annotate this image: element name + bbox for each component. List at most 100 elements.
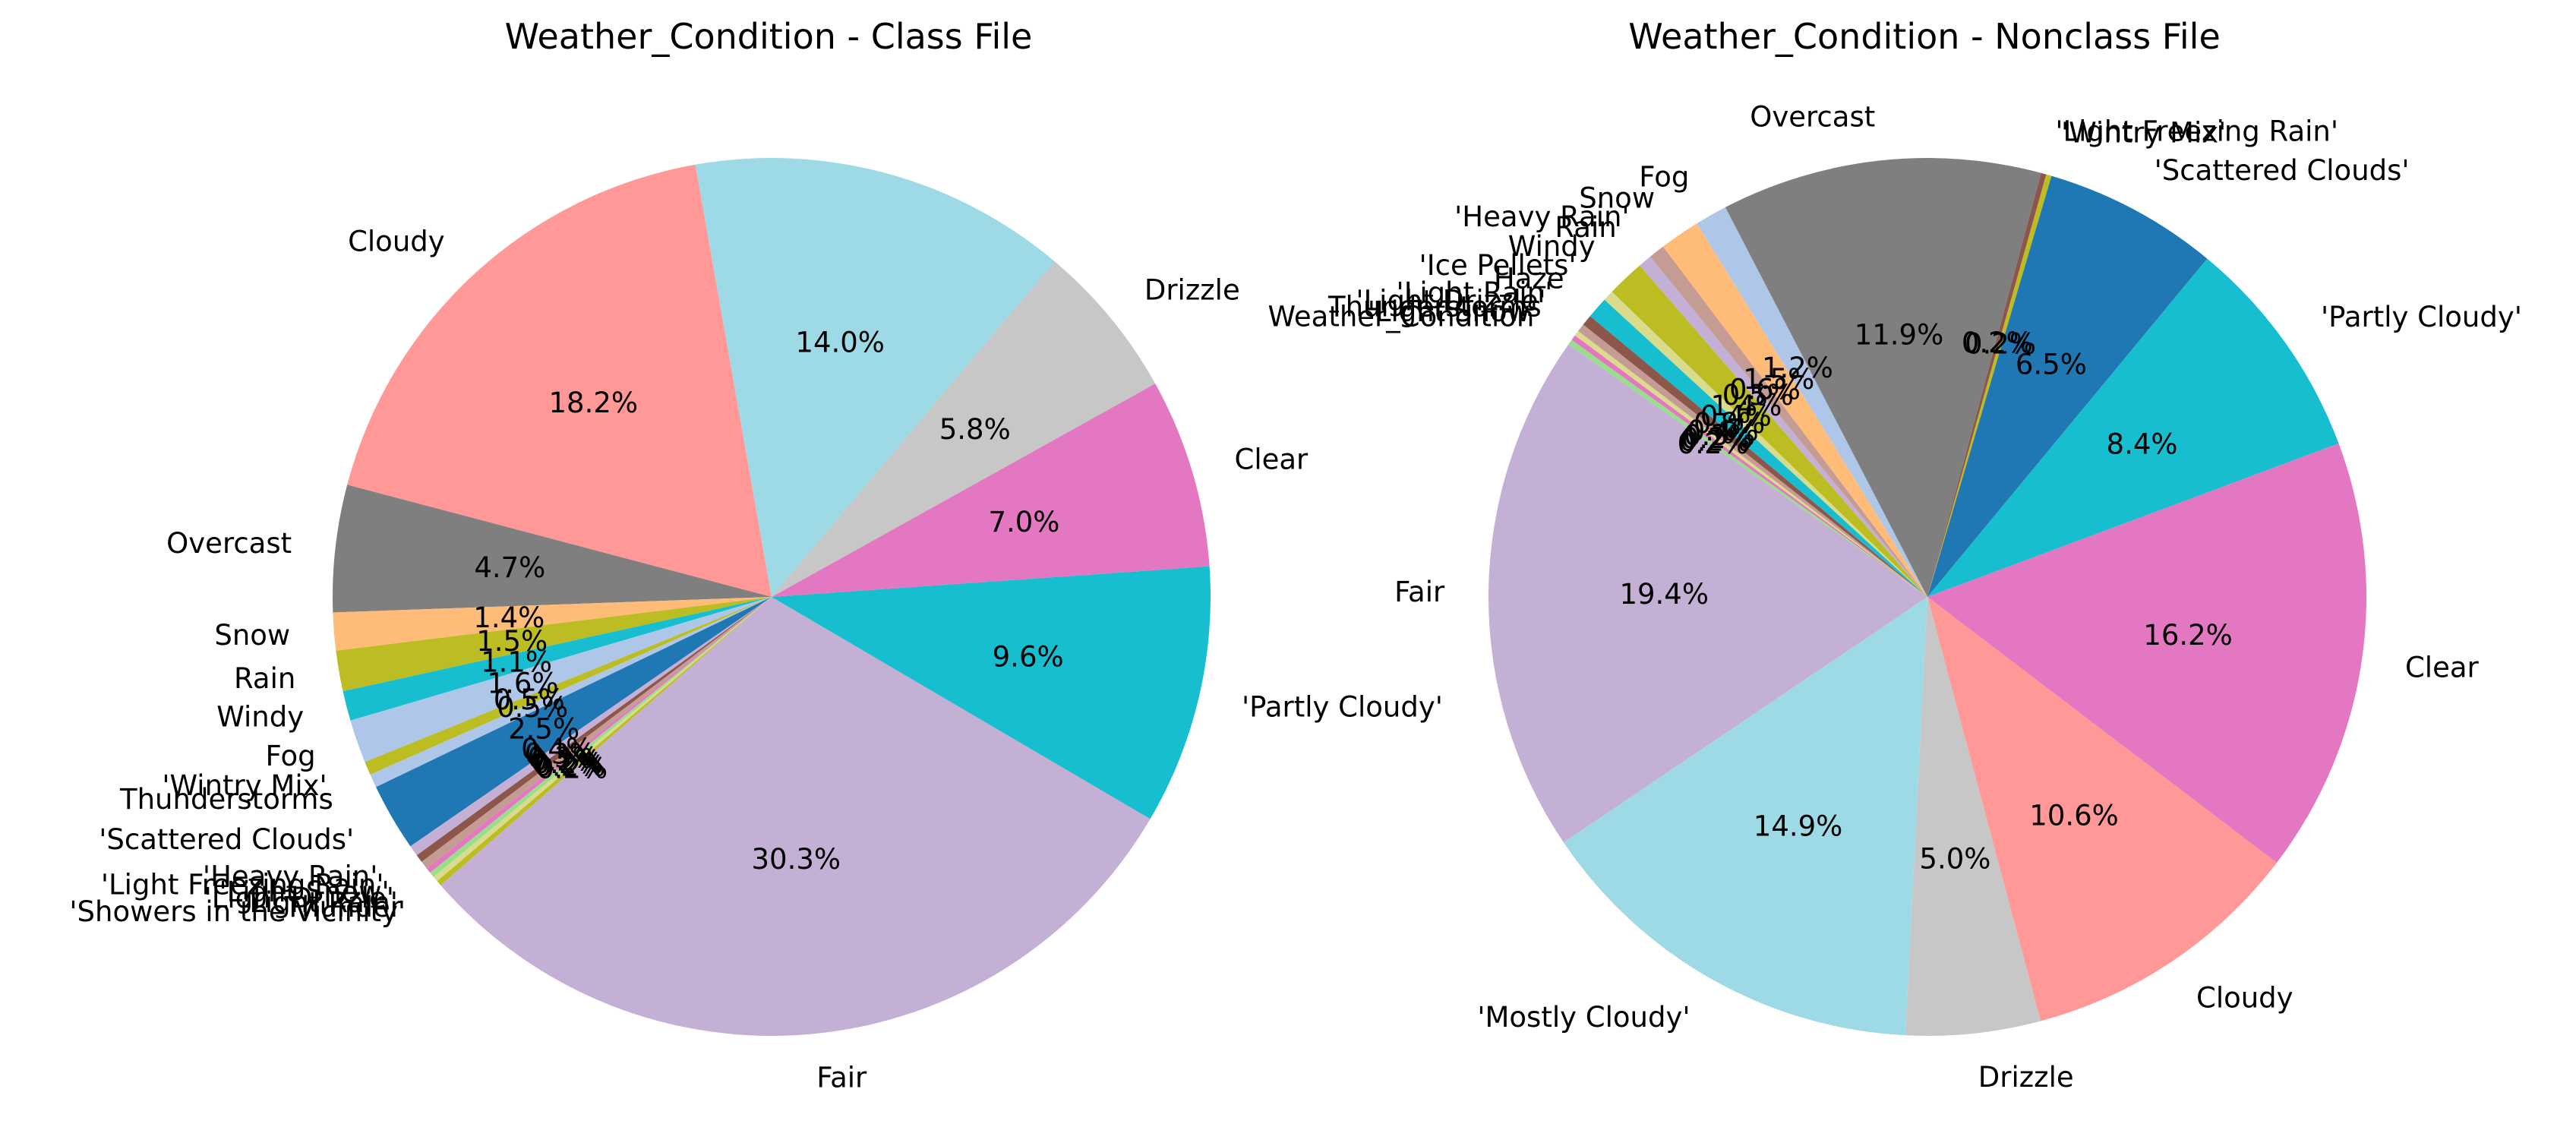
pie-pct-label: 2.5%: [508, 713, 579, 746]
pie-pct-label: 0.6%: [1729, 374, 1801, 406]
pie-category-label: Overcast: [166, 527, 292, 560]
pie-slice-heavy-rain: [410, 597, 772, 856]
pie-pct-label: 14.9%: [1754, 810, 1843, 843]
pie-pct-label: 1.1%: [481, 646, 552, 679]
pie-category-label: 'Light Drizzle': [204, 882, 394, 914]
pie-pct-label: 16.2%: [2143, 619, 2233, 652]
pie-slice-scattered-clouds: [376, 597, 772, 847]
pie-category-label: 'Light Freezing Rain': [101, 869, 384, 901]
pie-category-label: Thunderstorms: [1327, 291, 1542, 324]
pie-pct-label: 0.4%: [1687, 415, 1759, 447]
pie-pct-label: 5.8%: [939, 413, 1011, 446]
pie-category-label: 'Heavy Rain': [203, 860, 377, 892]
pie-slice-overcast: [1725, 158, 2041, 597]
pie-category-label: Clear: [1234, 444, 1309, 476]
pie-slice-light-drizzle: [426, 597, 772, 873]
pie-pct-label: 0.2%: [1679, 425, 1750, 458]
pie-pct-label: 0.2%: [1962, 327, 2033, 359]
pie-category-label: Windy: [216, 700, 304, 733]
pie-pct-label: 0.2%: [532, 747, 604, 780]
pie-slice-fair: [440, 597, 1151, 1037]
pie-slice-drizzle: [772, 261, 1156, 597]
pie-pct-label: 8.4%: [2107, 428, 2178, 460]
pie-slice-light-drizzle: [1578, 324, 1927, 597]
pie-slice-showers-in-the-vicinity: [437, 597, 772, 886]
pie-pct-label: 1.5%: [476, 625, 548, 658]
pie-category-label: 'Partly Cloudy': [2321, 301, 2522, 333]
pie-slice-light-freezing-rain: [416, 597, 772, 862]
pie-pct-label: 18.2%: [548, 387, 638, 419]
pie-category-label: Drizzle: [1144, 273, 1240, 306]
pie-category-label: Overcast: [1750, 100, 1875, 133]
pie-pct-label: 0.2%: [536, 753, 608, 785]
pie-slice-clear: [1927, 443, 2366, 863]
pie-slice-light-rain: [1583, 316, 1927, 597]
pie-category-label: Fog: [1639, 160, 1689, 193]
pie-category-label: Haze: [1494, 263, 1564, 295]
pie-slice-rain: [336, 597, 772, 692]
pie-category-label: 'Light Rain': [1397, 276, 1553, 309]
pie-pct-label: 7.0%: [988, 506, 1059, 538]
pie-pct-label: 0.4%: [1700, 399, 1772, 432]
pie-category-label: 'Showers in the Vicinity': [69, 895, 406, 928]
pie-slice-thunderstorms: [370, 597, 772, 788]
pie-slice-heavy-rain: [1649, 246, 1927, 597]
chart-title-class-file: Weather_Condition - Class File: [505, 16, 1033, 57]
pie-pct-label: 0.2%: [534, 750, 605, 782]
pie-pct-label: 0.2%: [1681, 422, 1753, 455]
pie-pct-label: 1.6%: [488, 668, 559, 700]
pie-category-label: Snow: [214, 619, 290, 652]
pie-slice-weather-condition: [1568, 339, 1927, 597]
pie-slice-rain: [1640, 256, 1927, 597]
pie-pct-label: 19.4%: [1619, 578, 1709, 611]
pie-pct-label: 0.3%: [527, 741, 598, 774]
pie-slice-windy: [1612, 265, 1927, 597]
pie-pct-label: 5.0%: [1919, 842, 1990, 875]
pie-pct-label: 0.2%: [1965, 327, 2036, 360]
pie-pct-label: 0.2%: [530, 745, 601, 778]
pie-slice-clear: [772, 384, 1210, 597]
pie-category-label: 'Heavy Rain': [1454, 200, 1629, 233]
pie-slice-ice-pellets: [1604, 292, 1927, 597]
pie-category-label: Cloudy: [2196, 982, 2293, 1015]
pie-category-label: Fog: [266, 740, 316, 772]
pie-category-label: 'Wintry Mix': [162, 769, 327, 802]
pie-category-label: Weather_Condition: [1267, 300, 1534, 333]
pie-pct-label: 1.4%: [1710, 390, 1782, 422]
pie-category-label: Drizzle: [1978, 1061, 2074, 1094]
pie-slice-fog: [350, 597, 772, 762]
pie-slice-partly-cloudy: [1927, 258, 2339, 597]
pie-slice-slice-20: [695, 158, 1055, 597]
pie-pct-label: 0.3%: [1684, 419, 1755, 452]
pie-category-label: Clear: [2405, 651, 2480, 683]
pie-slice-snow: [1662, 223, 1927, 597]
pie-pct-label: 0.5%: [494, 683, 565, 716]
pie-slice-snow: [333, 597, 772, 651]
pie-slice-cloudy: [1927, 597, 2277, 1021]
pie-category-label: Thunder: [284, 891, 402, 923]
pie-pct-label: 1.5%: [1743, 363, 1814, 396]
pie-category-label: Snow: [1579, 182, 1655, 215]
pie-category-label: 'Light Drizzle': [1356, 285, 1545, 317]
pie-pct-label: 0.8%: [1694, 407, 1765, 440]
pie-category-label: Fair: [1394, 576, 1445, 608]
pie-slice-light-freezing-rain: [1927, 172, 2047, 597]
pie-slice-light-snow: [421, 597, 772, 869]
pie-slice-haze: [1589, 299, 1927, 597]
pie-pct-label: 0.2%: [1678, 428, 1749, 460]
pie-category-label: Thunderstorms: [119, 783, 333, 816]
chart-title-nonclass-file: Weather_Condition - Nonclass File: [1628, 16, 2221, 57]
pie-category-label: 'Partly Cloudy': [1242, 691, 1443, 724]
pie-category-label: 'Ice Pellets': [1419, 249, 1577, 282]
pie-category-label: 'Light Snow': [219, 876, 389, 908]
pie-slice-light-rain: [430, 597, 772, 877]
pie-pct-label: 6.5%: [2016, 348, 2087, 380]
pie-pct-label: 10.6%: [2029, 800, 2119, 832]
pie-pct-label: 9.6%: [993, 641, 1064, 674]
pie-category-label: Windy: [1508, 230, 1596, 263]
pie-category-label: 'Mostly Cloudy': [1477, 1001, 1690, 1034]
pie-slice-overcast: [333, 485, 772, 613]
pie-pct-label: 0.5%: [497, 691, 568, 724]
pie-slice-drizzle: [1905, 597, 2041, 1037]
pie-category-label: 'Wintry Mix': [2061, 117, 2226, 150]
